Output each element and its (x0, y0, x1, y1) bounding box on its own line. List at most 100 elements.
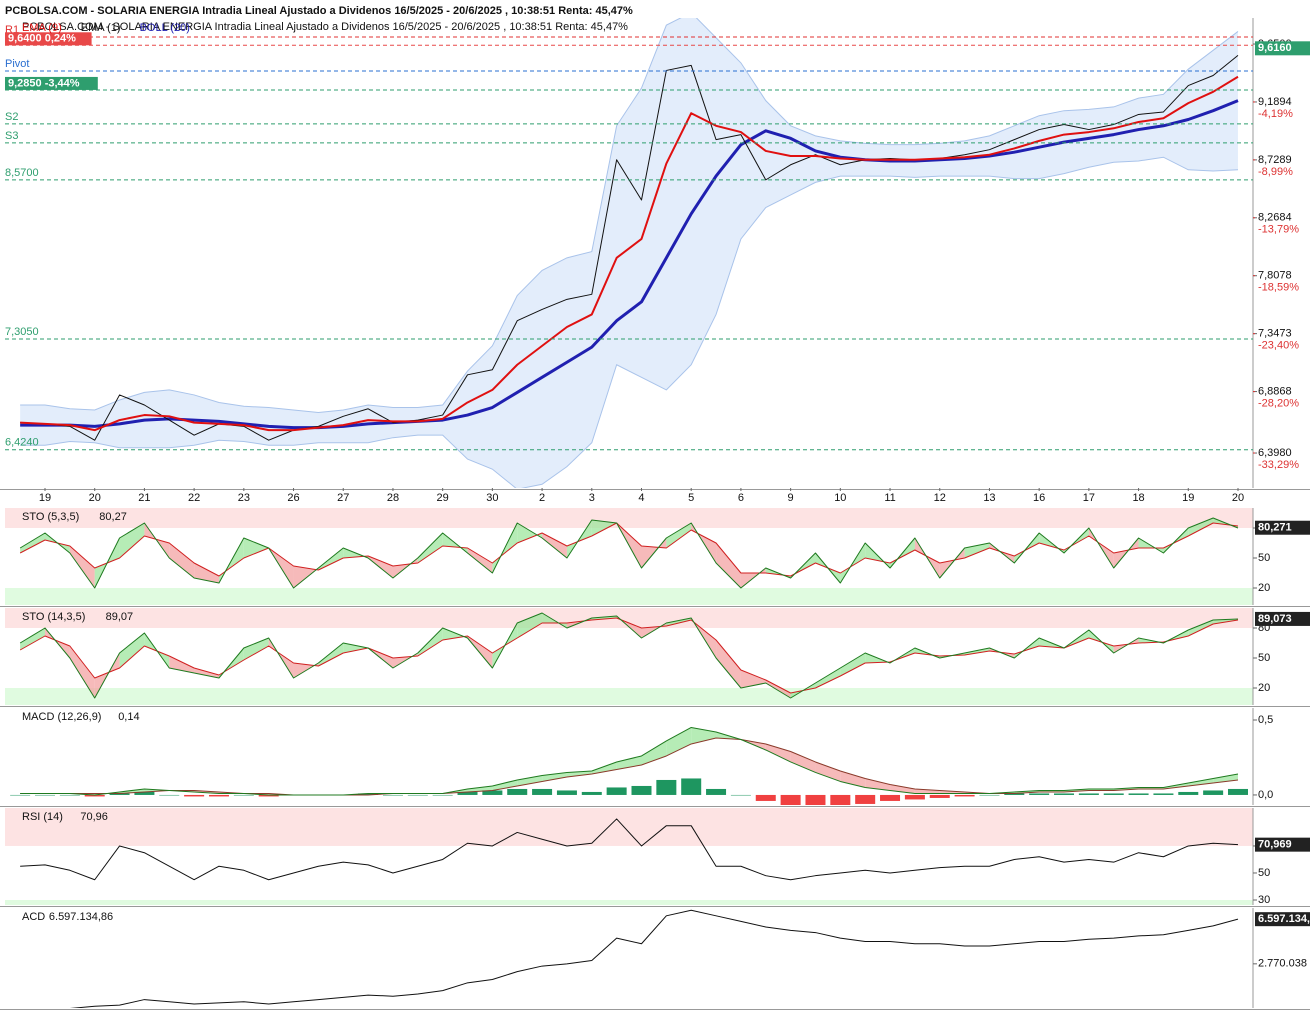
panel (5, 508, 1253, 605)
oversold-zone (5, 588, 1253, 605)
oversold-zone (5, 900, 1253, 905)
panel-title: ACD (22, 911, 45, 923)
histogram-bar (532, 788, 553, 795)
overbought-zone (5, 608, 1253, 628)
histogram-bar (457, 791, 478, 795)
x-tick-label: 11 (884, 492, 895, 504)
series-line (19, 612, 1239, 699)
value-tag-box (1255, 41, 1310, 56)
value-tag-label: 80,271 (1258, 522, 1292, 534)
level-label: S3 (5, 130, 18, 142)
histogram-bar (581, 791, 602, 795)
y-tick-label: 30 (1258, 894, 1270, 906)
fill-between (517, 523, 543, 543)
x-tick-label: 21 (138, 492, 150, 504)
fill-between (641, 740, 667, 765)
panel-title: RSI (14) (22, 811, 63, 823)
level-tag-box (5, 32, 92, 46)
x-tick-label: 6 (738, 492, 744, 504)
series-line (69, 909, 1239, 1008)
fill-between (243, 538, 269, 558)
series-line (20, 726, 1239, 796)
level-label: 6,4240 (5, 437, 39, 449)
series-line (20, 75, 1239, 432)
panel-last-value: 70,96 (80, 811, 108, 823)
panel-title: MACD (12,26,9) (22, 711, 101, 723)
y-tick-label: 6,3980 (1258, 447, 1292, 459)
fill-between (840, 770, 866, 788)
series-line (19, 517, 1239, 589)
histogram-bar (1004, 793, 1025, 795)
fill-between (119, 633, 145, 668)
x-tick-label: 17 (1083, 492, 1095, 504)
fill-between (691, 727, 717, 744)
series-line (20, 737, 1239, 796)
x-tick-label: 3 (589, 492, 595, 504)
panel-last-value: 80,27 (99, 511, 127, 523)
histogram-bar (208, 794, 229, 797)
fill-between (765, 680, 791, 698)
panel-title: STO (5,3,5) (22, 511, 79, 523)
panel-title: STO (14,3,5) (22, 611, 85, 623)
panel (5, 608, 1253, 705)
oversold-zone (5, 688, 1253, 705)
fill-between (815, 761, 841, 782)
histogram-bar (780, 794, 801, 805)
fill-between (740, 670, 766, 688)
x-tick-label: 19 (1182, 492, 1194, 504)
chart-title: PCBOLSA.COM - SOLARIA ENERGIA Intradia L… (5, 5, 633, 17)
histogram-bar (1078, 793, 1099, 795)
fill-between (716, 543, 741, 588)
histogram-bar (805, 794, 826, 805)
fill-between (194, 563, 219, 583)
y-tick-label: 20 (1258, 682, 1270, 694)
histogram-bar (358, 793, 379, 795)
legend-entry: BOLL (20) (140, 22, 190, 34)
fill-between (765, 743, 791, 762)
panel-title: PCBOLSA.COM - SOLARIA ENERGIA Intradia L… (22, 21, 628, 33)
x-tick-label: 12 (934, 492, 946, 504)
histogram-bar (407, 794, 428, 796)
fill-between (1213, 773, 1238, 783)
y-tick-label: 8,2684 (1258, 212, 1292, 224)
x-tick-label: 4 (638, 492, 644, 504)
histogram-bar (233, 794, 254, 796)
x-tick-label: 29 (437, 492, 449, 504)
histogram-bar (1128, 793, 1149, 795)
y-tick-label: 50 (1258, 867, 1270, 879)
legend-entry: EMA (9) (22, 22, 62, 34)
histogram-bar (830, 794, 851, 805)
fill-between (591, 520, 617, 536)
y-tick-label: 7,8078 (1258, 270, 1292, 282)
level-label: 7,3050 (5, 326, 39, 338)
panel-last-value: 0,14 (118, 711, 139, 723)
y2-tick-label: -4,19% (1258, 108, 1293, 120)
histogram-bar (1178, 791, 1199, 795)
fill-between (492, 779, 518, 791)
histogram-bar (258, 794, 279, 797)
histogram-bar (755, 794, 776, 801)
fill-between (1188, 620, 1214, 636)
fill-between (666, 727, 692, 756)
band-fill (20, 18, 1238, 488)
y-tick-label: 9,1894 (1258, 96, 1292, 108)
fill-between (616, 755, 642, 770)
fill-between (343, 643, 369, 653)
x-tick-label: 9 (788, 492, 794, 504)
fill-between (914, 788, 940, 794)
histogram-bar (880, 794, 901, 801)
fill-between (666, 523, 692, 548)
panel (10, 726, 1248, 805)
panel (20, 18, 1239, 488)
y-tick-label: 7,3473 (1258, 328, 1292, 340)
band-upper (20, 18, 1239, 414)
fill-between (119, 523, 145, 558)
x-tick-label: 16 (1033, 492, 1045, 504)
fill-between (517, 775, 543, 786)
fill-between (20, 628, 45, 650)
value-tag-box (1255, 912, 1310, 927)
x-tick-label: 5 (688, 492, 694, 504)
histogram-bar (656, 779, 677, 795)
histogram-bar (10, 794, 31, 796)
